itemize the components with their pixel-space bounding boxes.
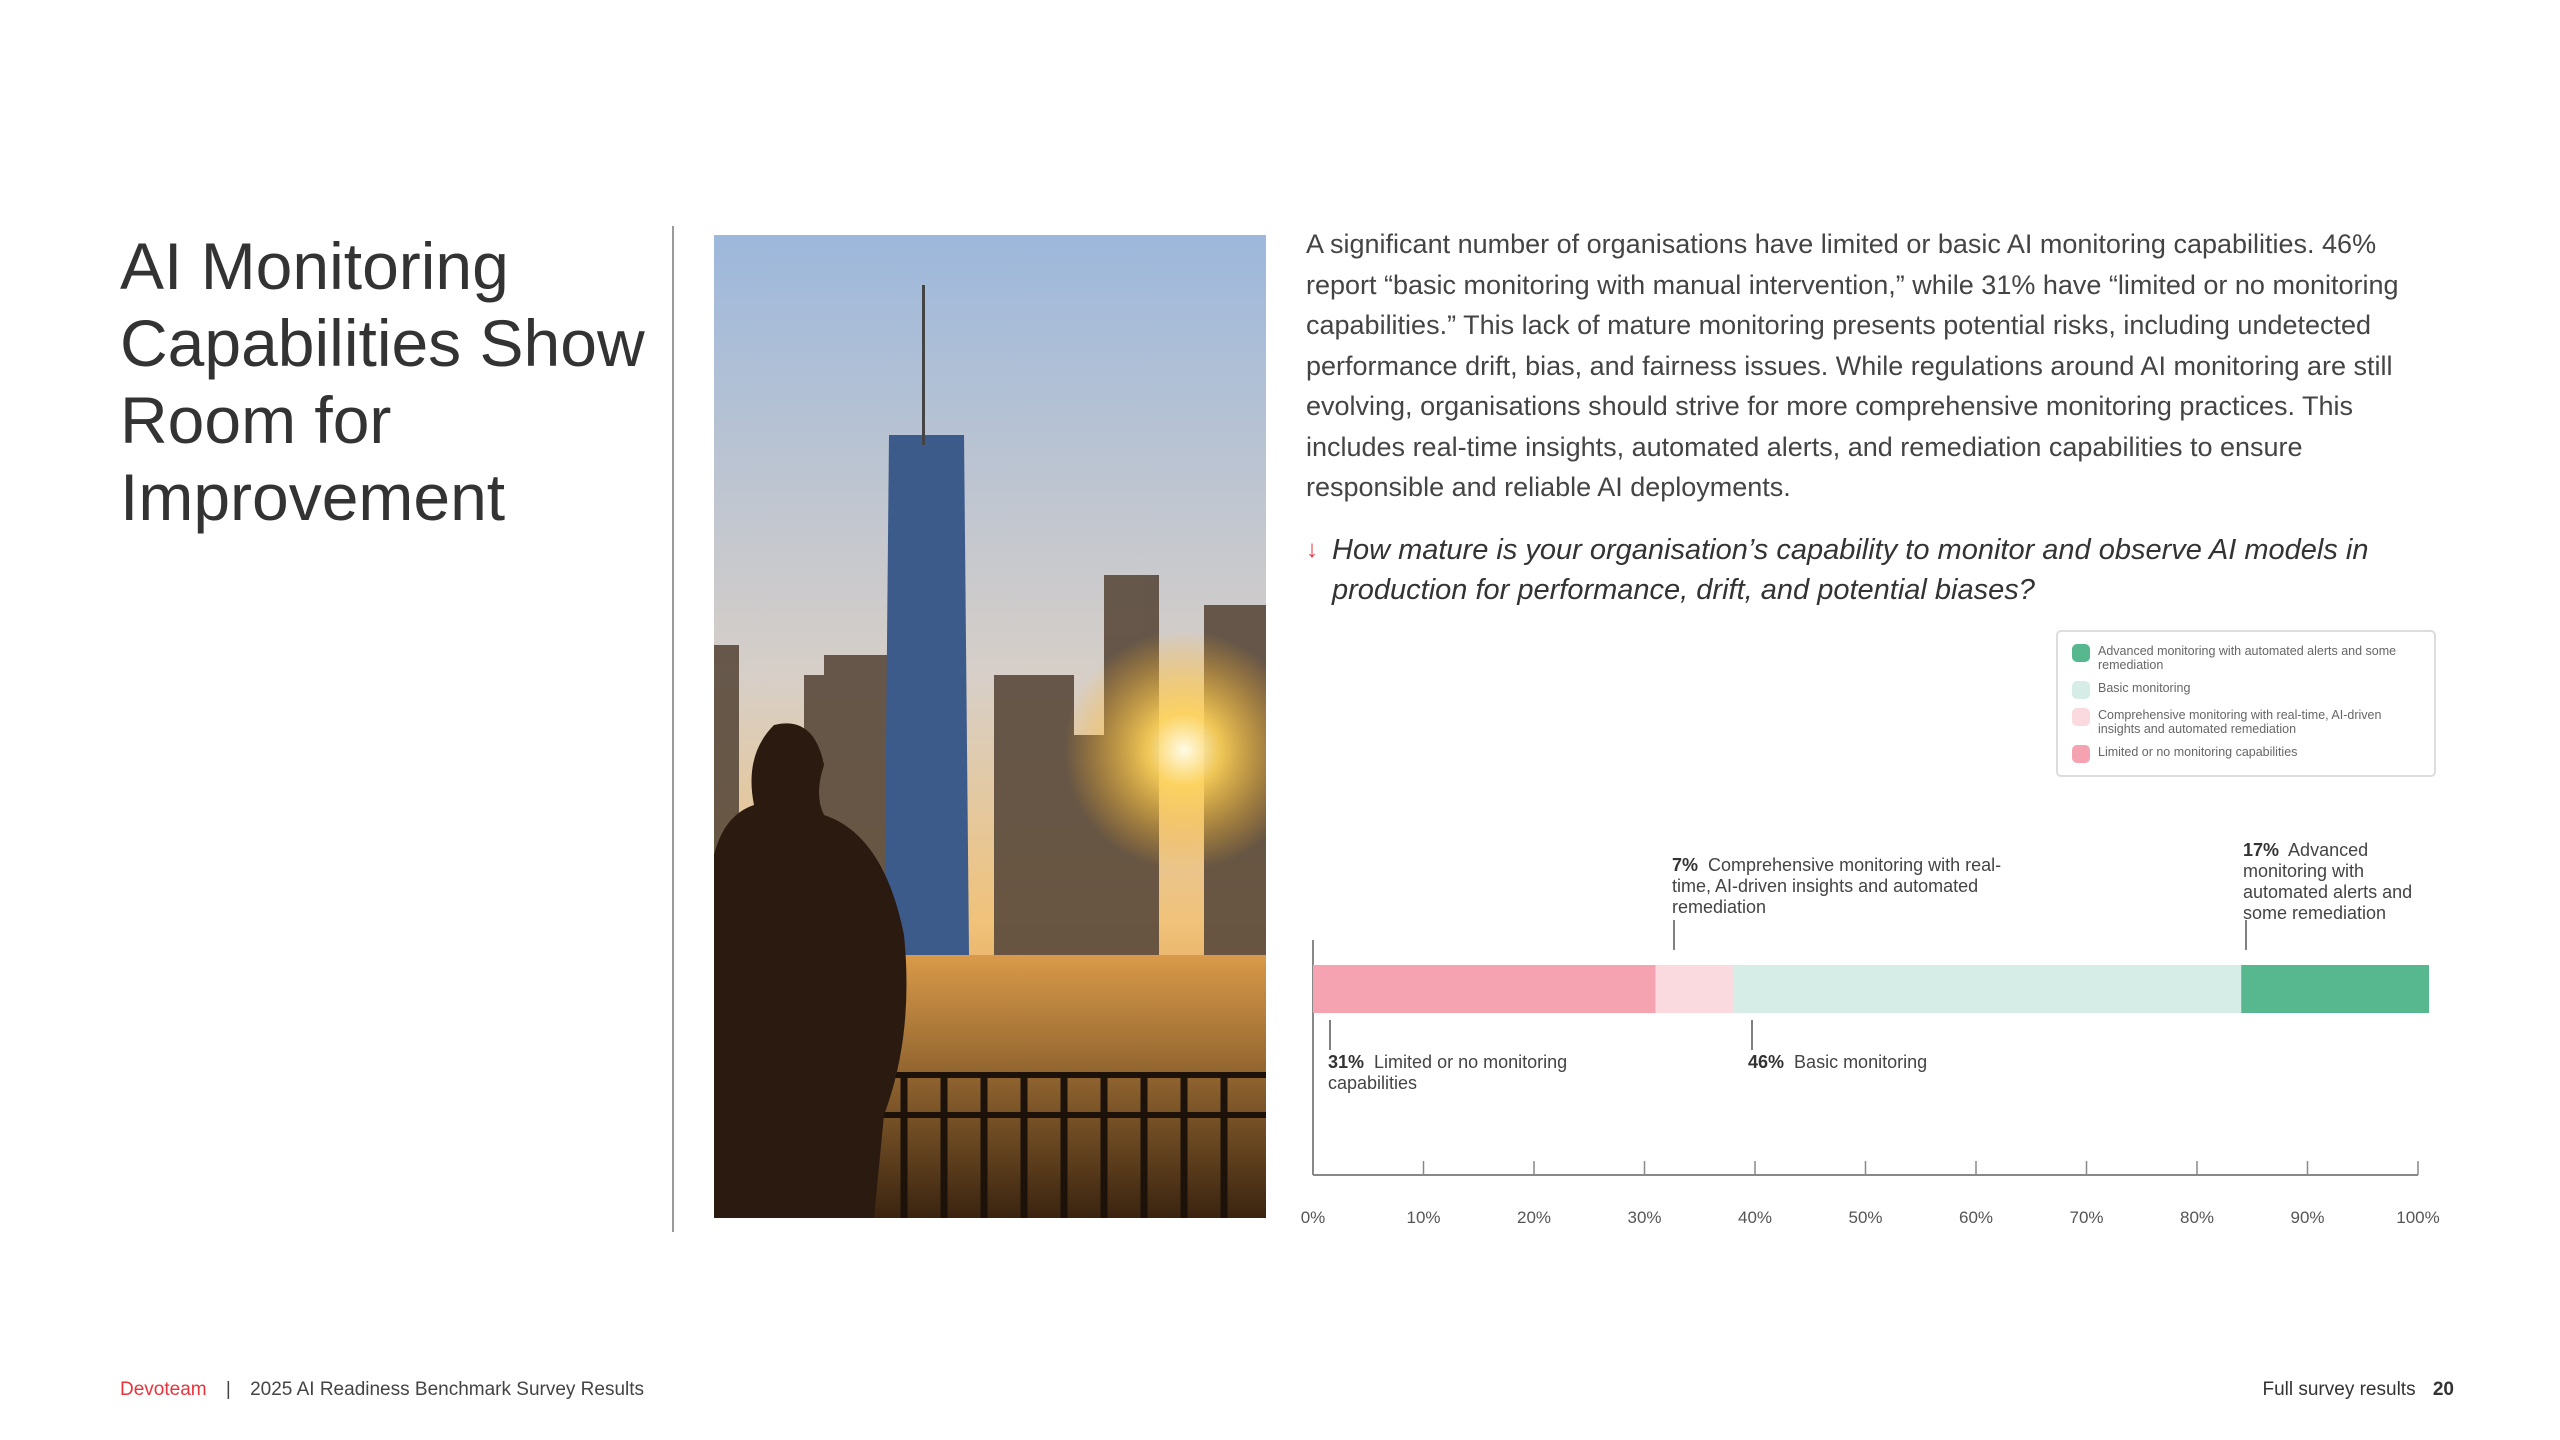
- x-tick-label: 10%: [1406, 1208, 1441, 1227]
- legend-label: Limited or no monitoring capabilities: [2098, 745, 2298, 759]
- footer-left: Devoteam | 2025 AI Readiness Benchmark S…: [120, 1379, 644, 1401]
- footer-separator: |: [225, 1379, 231, 1400]
- data-label: 46% Basic monitoring: [1748, 1052, 2048, 1073]
- section-name: Full survey results: [2262, 1379, 2416, 1400]
- data-label-text: Advanced monitoring with automated alert…: [2243, 840, 2413, 923]
- survey-question: ↓ How mature is your organisation’s capa…: [1306, 530, 2436, 610]
- stacked-bar-chart: 0% 10% 20% 30% 40% 50% 60% 70% 80% 90% 100% 31% Lim…: [1300, 840, 2443, 1227]
- bar-segment: [1732, 965, 2242, 1013]
- x-tick-label: 90%: [2290, 1208, 2325, 1227]
- chart-legend: Advanced monitoring with automated alert…: [2056, 630, 2436, 777]
- legend-swatch: [2072, 708, 2090, 726]
- data-label-text: Basic monitoring: [1794, 1052, 1928, 1072]
- x-tick-label: 70%: [2069, 1208, 2104, 1227]
- legend-swatch: [2072, 644, 2090, 662]
- bar-segment: [1655, 965, 1733, 1013]
- x-tick-label: 0%: [1300, 1208, 1326, 1227]
- bar-segment: [1313, 965, 1656, 1013]
- legend-item: Advanced monitoring with automated alert…: [2072, 644, 2420, 672]
- divider: [672, 226, 674, 1232]
- x-tick-label: 40%: [1737, 1208, 1773, 1227]
- legend-item: Basic monitoring: [2072, 681, 2420, 699]
- data-label-value: 17%: [2243, 840, 2280, 860]
- legend-label: Comprehensive monitoring with real-time,…: [2098, 708, 2382, 736]
- intro-paragraph: A significant number of organisations ha…: [1306, 229, 2399, 502]
- x-tick-label: 100%: [2396, 1208, 2440, 1227]
- x-tick-label: 80%: [2179, 1208, 2215, 1227]
- x-tick-label: 30%: [1627, 1208, 1662, 1227]
- legend-label: Basic monitoring: [2098, 681, 2191, 695]
- data-label-value: 46%: [1748, 1052, 1785, 1072]
- data-label-value: 7%: [1672, 855, 1699, 875]
- legend-label: Advanced monitoring with automated alert…: [2098, 644, 2397, 672]
- page-number: 20: [2432, 1379, 2454, 1400]
- data-label: 17% Advanced monitoring with automated a…: [2243, 840, 2443, 924]
- legend-item: Comprehensive monitoring with real-time,…: [2072, 708, 2420, 736]
- data-label-text: Limited or no monitoring capabilities: [1328, 1052, 1568, 1093]
- brand-name[interactable]: Devoteam: [120, 1379, 207, 1400]
- x-tick-label: 60%: [1958, 1208, 1994, 1227]
- data-label-value: 31%: [1328, 1052, 1365, 1072]
- bar-segment: [2241, 965, 2430, 1013]
- city-skyline-photo: [714, 235, 1266, 1218]
- data-label: 7% Comprehensive monitoring with real-ti…: [1672, 855, 2032, 918]
- footer-right: Full survey results 20: [2262, 1379, 2454, 1401]
- page-title: AI Monitoring Capabilities Show Room for…: [120, 229, 645, 534]
- data-label-text: Comprehensive monitoring with real-time,…: [1672, 855, 2002, 917]
- x-tick-label: 50%: [1848, 1208, 1883, 1227]
- data-label: 31% Limited or no monitoring capabilitie…: [1328, 1052, 1568, 1094]
- x-tick-label: 20%: [1516, 1208, 1552, 1227]
- legend-swatch: [2072, 745, 2090, 763]
- legend-item: Limited or no monitoring capabilities: [2072, 745, 2420, 763]
- arrow-down-icon: ↓: [1306, 536, 1318, 563]
- legend-swatch: [2072, 681, 2090, 699]
- report-title: 2025 AI Readiness Benchmark Survey Resul…: [250, 1379, 645, 1400]
- question-text: How mature is your organisation’s capabi…: [1332, 534, 2369, 606]
